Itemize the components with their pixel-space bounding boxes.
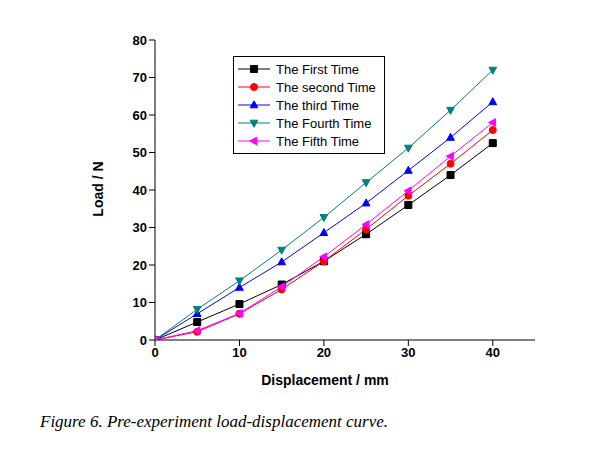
html-text:Figure 6. Pre-experiment load-: Figure 6. Pre-experiment load-displaceme… [40, 412, 389, 431]
svg-text:40: 40 [486, 345, 500, 360]
html-text:The third Time: The third Time [276, 97, 360, 113]
svg-text:0: 0 [140, 333, 147, 348]
html-text:Displacement / mm: Displacement / mm [261, 372, 389, 388]
svg-text:40: 40 [133, 183, 147, 198]
svg-text:70: 70 [133, 70, 147, 85]
svg-text:50: 50 [133, 145, 147, 160]
svg-text:20: 20 [317, 345, 331, 360]
svg-text:20: 20 [133, 258, 147, 273]
svg-text:60: 60 [133, 108, 147, 123]
html-text:The second Time: The second Time [276, 79, 376, 95]
html-text:The First Time: The First Time [276, 61, 360, 77]
svg-text:80: 80 [133, 33, 147, 48]
svg-text:10: 10 [133, 295, 147, 310]
svg-text:10: 10 [232, 345, 246, 360]
svg-text:30: 30 [133, 220, 147, 235]
html-text:The Fourth Time: The Fourth Time [276, 115, 372, 131]
html-text:The Fifth Time: The Fifth Time [276, 133, 360, 149]
svg-text:30: 30 [401, 345, 415, 360]
html-text:Load / N: Load / N [90, 161, 106, 217]
svg-text:0: 0 [151, 345, 158, 360]
